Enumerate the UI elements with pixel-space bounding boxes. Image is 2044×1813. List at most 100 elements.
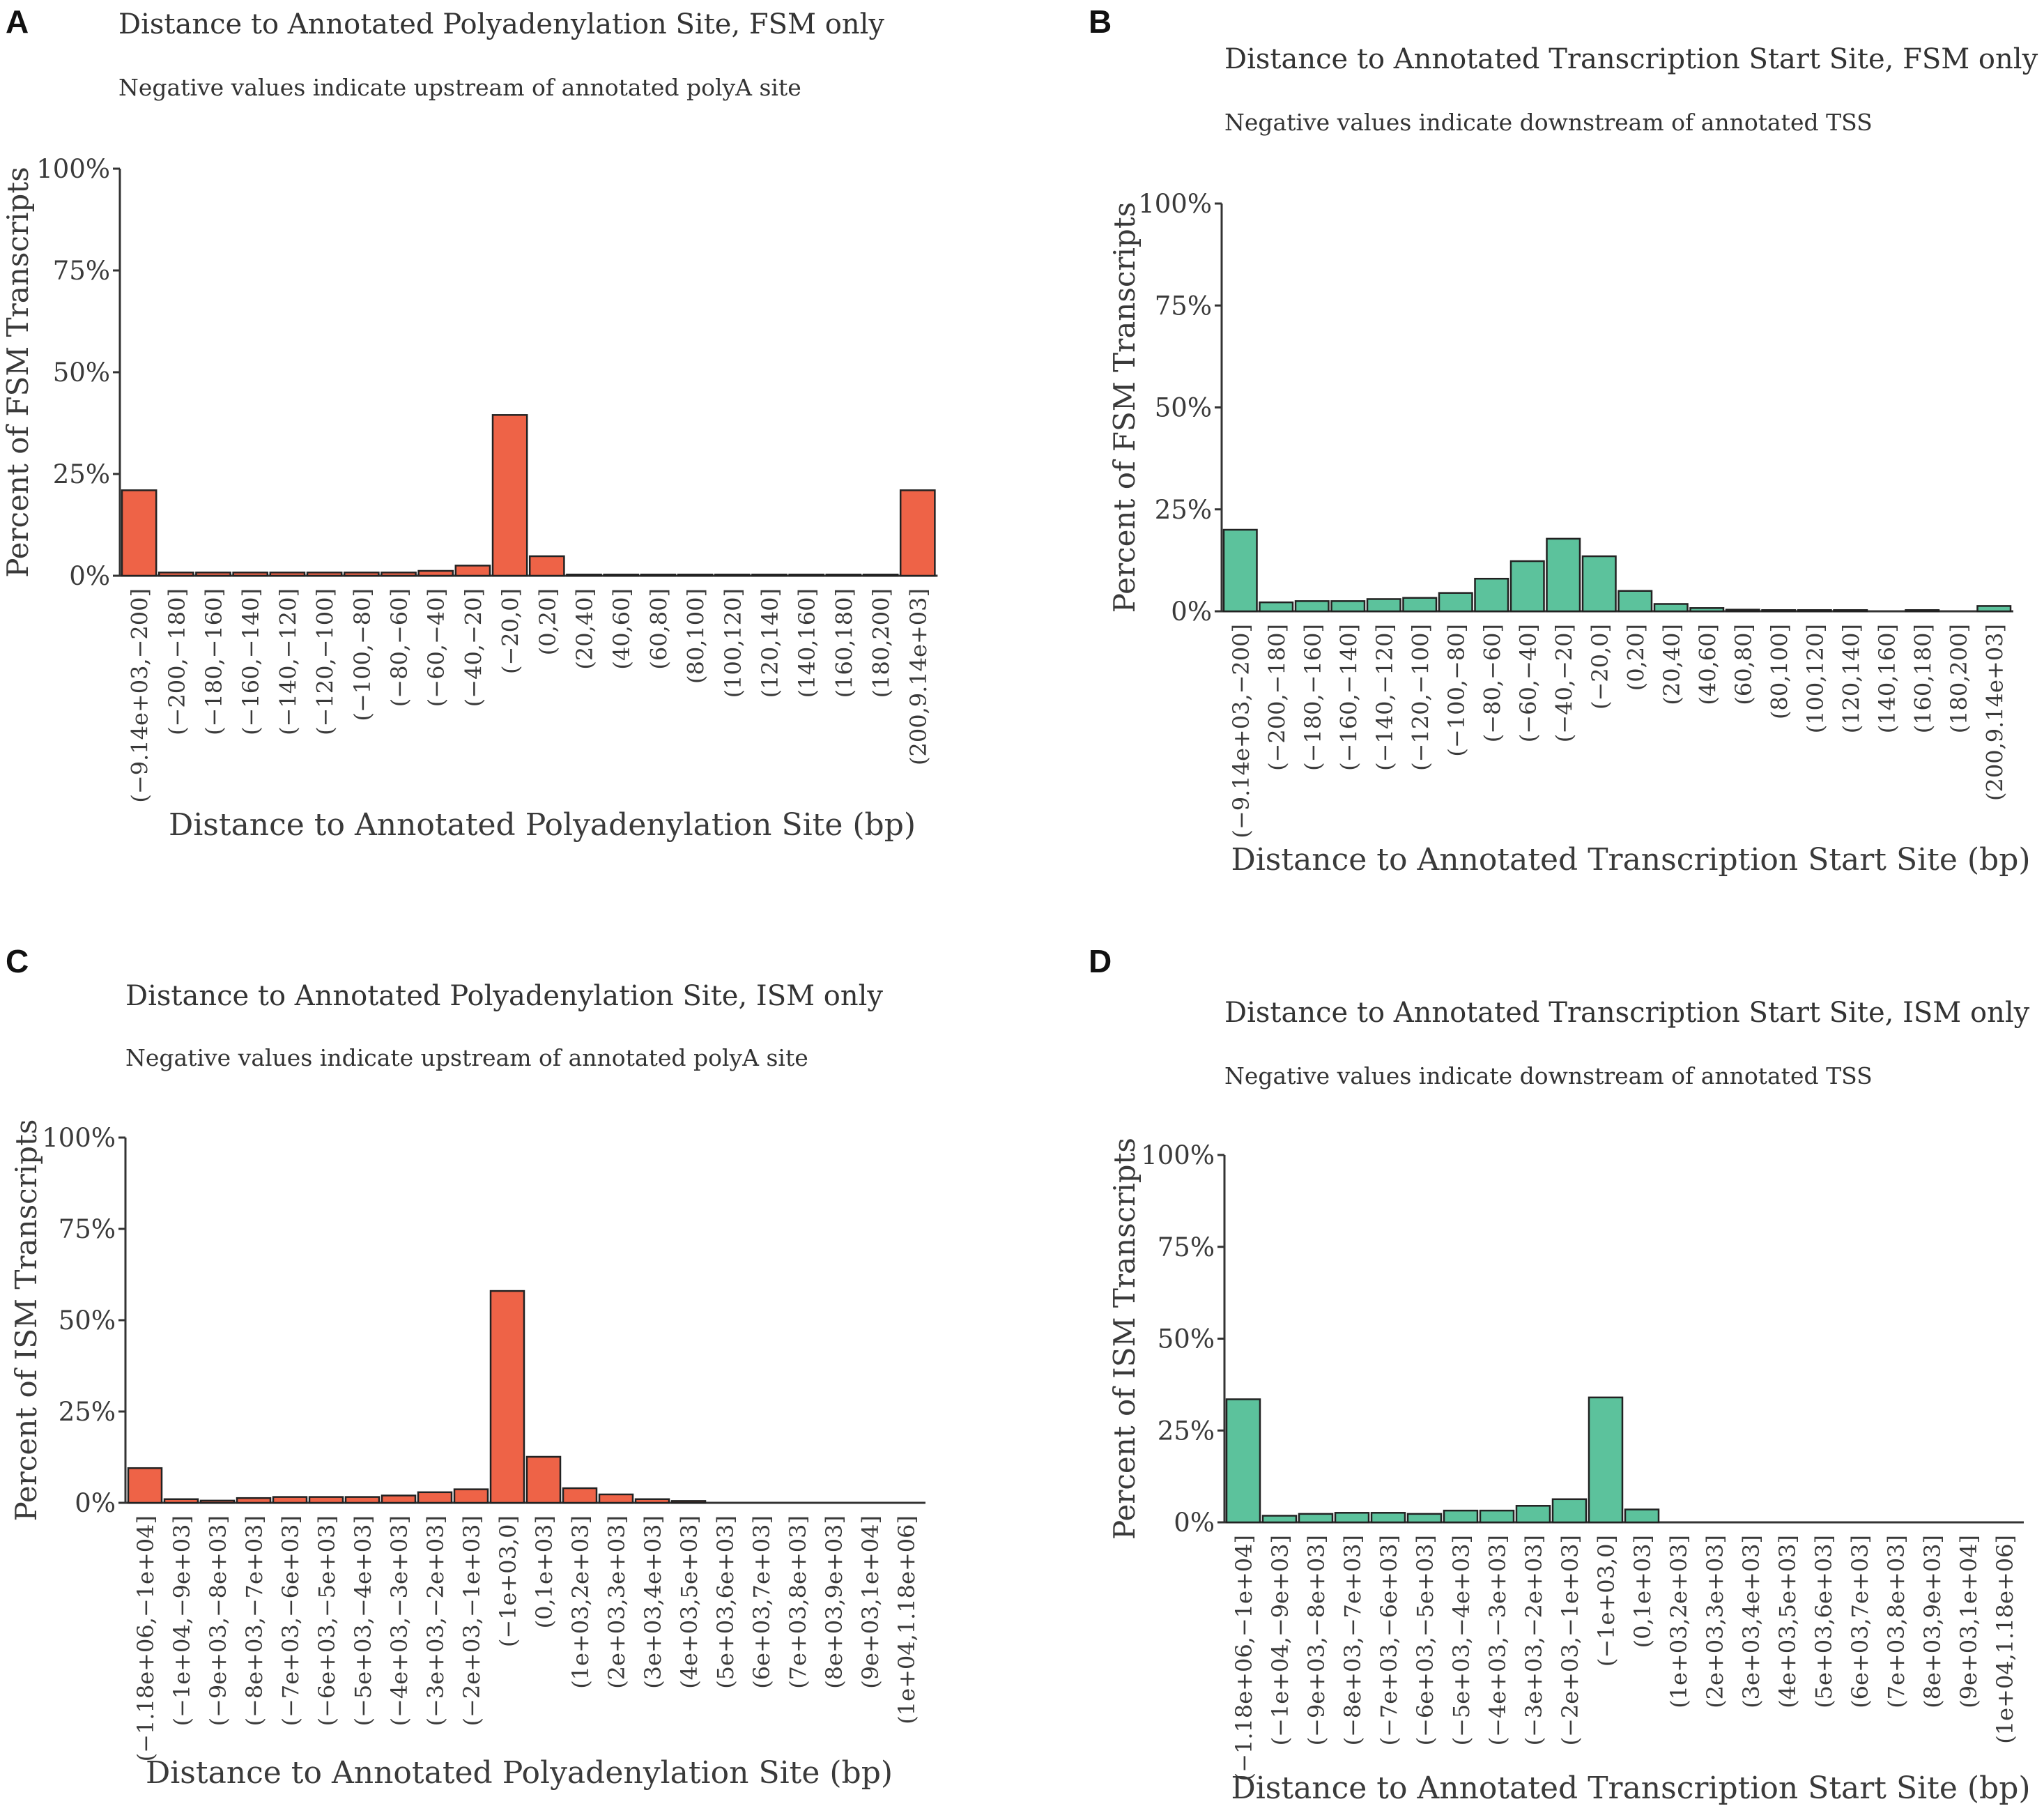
x-axis-label: Distance to Annotated Polyadenylation Si…: [169, 807, 916, 843]
x-tick-label: (−9.14e+03,−200]: [127, 588, 153, 803]
y-tick-label: 0%: [75, 1488, 116, 1518]
x-tick-label: (−6e+03,−5e+03]: [1412, 1535, 1438, 1745]
bar: [417, 569, 454, 577]
x-tick-label: (3e+03,4e+03]: [1738, 1535, 1765, 1708]
bar: [1222, 528, 1258, 613]
x-tick-label: (−2e+03,−1e+03]: [459, 1515, 485, 1726]
y-axis-label: Percent of FSM Transcripts: [1, 167, 35, 578]
bar: [603, 573, 640, 577]
bar: [1259, 601, 1294, 613]
bar: [1653, 603, 1689, 613]
x-tick-label: (3e+03,4e+03]: [640, 1515, 666, 1689]
bar: [1334, 1512, 1370, 1524]
x-tick-label: (5e+03,6e+03]: [712, 1515, 739, 1689]
bar: [1833, 609, 1868, 613]
bar: [751, 573, 787, 577]
chart-title-c: Distance to Annotated Polyadenylation Si…: [125, 980, 884, 1012]
bar: [1581, 555, 1617, 613]
x-tick-label: (180,200]: [868, 588, 895, 698]
x-tick-label: (4e+03,5e+03]: [676, 1515, 702, 1689]
x-axis-label: Distance to Annotated Polyadenylation Si…: [146, 1755, 893, 1791]
bar: [1509, 560, 1545, 613]
x-axis-label: Distance to Annotated Transcription Star…: [1231, 842, 2030, 878]
x-axis-label: Distance to Annotated Transcription Star…: [1231, 1770, 2030, 1806]
bar: [640, 573, 677, 577]
x-tick-label: (−200,−180]: [164, 588, 190, 735]
x-tick-label: (−1e+03,0]: [495, 1515, 521, 1647]
x-tick-label: (140,160]: [1874, 624, 1900, 733]
y-tick-label: 100%: [36, 154, 110, 184]
x-tick-label: (7e+03,8e+03]: [1883, 1535, 1909, 1708]
x-tick-label: (−160,−140]: [1335, 624, 1362, 771]
y-axis-label: Percent of FSM Transcripts: [1107, 202, 1142, 613]
x-tick-label: (7e+03,8e+03]: [785, 1515, 811, 1689]
x-tick-label: (−4e+03,−3e+03]: [386, 1515, 413, 1726]
x-tick-label: (160,180]: [1909, 624, 1936, 733]
bar: [1294, 600, 1330, 613]
x-tick-label: (8e+03,9e+03]: [1919, 1535, 1946, 1708]
x-tick-label: (100,120]: [1802, 624, 1829, 733]
bar: [1797, 609, 1832, 613]
bar: [1402, 597, 1438, 613]
bar: [491, 414, 528, 577]
x-tick-label: (−1.18e+06,−1e+04]: [132, 1515, 159, 1761]
x-tick-label: (8e+03,9e+03]: [821, 1515, 847, 1689]
x-tick-label: (200,9.14e+03]: [905, 588, 932, 765]
y-tick-label: 50%: [1158, 1324, 1215, 1354]
x-tick-label: (−3e+03,−2e+03]: [1521, 1535, 1547, 1745]
x-tick-label: (1e+04,1.18e+06]: [1992, 1535, 2018, 1744]
bar: [236, 1497, 272, 1504]
y-tick-label: 0%: [1174, 1508, 1215, 1538]
x-tick-label: (−80,−60]: [386, 588, 413, 707]
bar: [121, 489, 157, 577]
bar: [454, 565, 491, 577]
bar: [195, 572, 231, 577]
y-axis-label: Percent of ISM Transcripts: [9, 1119, 43, 1522]
x-tick-label: (−120,−100]: [312, 588, 339, 735]
x-tick-label: (−5e+03,−4e+03]: [1448, 1535, 1475, 1745]
x-tick-label: (−20,0]: [498, 588, 524, 674]
bar: [272, 1496, 308, 1504]
y-tick-label: 25%: [1158, 1416, 1215, 1446]
bar: [163, 1498, 199, 1504]
x-tick-label: (−1e+04,−9e+03]: [1267, 1535, 1293, 1745]
x-tick-label: (120,140]: [1838, 624, 1864, 733]
x-tick-label: (2e+03,3e+03]: [1702, 1535, 1728, 1708]
bar: [566, 573, 602, 577]
bar: [1905, 609, 1940, 613]
x-tick-label: (5e+03,6e+03]: [1811, 1535, 1837, 1708]
y-tick-label: 50%: [1155, 393, 1212, 423]
bar: [1761, 609, 1797, 613]
chart-title-d: Distance to Annotated Transcription Star…: [1224, 997, 2030, 1029]
x-tick-label: (−180,−160]: [1300, 624, 1326, 771]
bar: [598, 1493, 634, 1504]
x-tick-label: (−100,−80]: [349, 588, 376, 721]
x-tick-label: (−5e+03,−4e+03]: [350, 1515, 376, 1726]
x-tick-label: (0,20]: [535, 588, 561, 655]
y-tick-label: 100%: [1141, 1140, 1215, 1170]
x-tick-label: (1e+03,2e+03]: [1666, 1535, 1692, 1708]
x-tick-label: (−1e+04,−9e+03]: [169, 1515, 195, 1726]
x-tick-label: (100,120]: [720, 588, 746, 698]
x-tick-label: (−9e+03,−8e+03]: [205, 1515, 231, 1726]
bar: [1370, 1512, 1406, 1524]
bar: [714, 573, 751, 577]
y-tick-label: 0%: [1171, 597, 1212, 627]
x-tick-label: (9e+03,1e+04]: [857, 1515, 884, 1689]
bar: [453, 1488, 489, 1504]
bar: [788, 573, 825, 577]
bar: [1546, 537, 1581, 613]
x-tick-label: (−8e+03,−7e+03]: [1339, 1535, 1366, 1745]
chart-subtitle-d: Negative values indicate downstream of a…: [1224, 1062, 1873, 1089]
chart-title-b: Distance to Annotated Transcription Star…: [1224, 43, 2038, 75]
chart-subtitle-a: Negative values indicate upstream of ann…: [118, 74, 801, 101]
x-tick-label: (80,100]: [683, 588, 709, 684]
bar: [1689, 607, 1725, 613]
x-tick-label: (−40,−20]: [1551, 624, 1577, 742]
chart-c: 0% 25% 50% 75% 100% (−1.18e+06,−1e+04] (−1e+04…: [9, 1119, 925, 1791]
bar: [1225, 1398, 1261, 1524]
x-tick-label: (−7e+03,−6e+03]: [1376, 1535, 1402, 1745]
bar: [343, 572, 380, 577]
bar: [1438, 592, 1473, 613]
bar: [1551, 1498, 1588, 1524]
